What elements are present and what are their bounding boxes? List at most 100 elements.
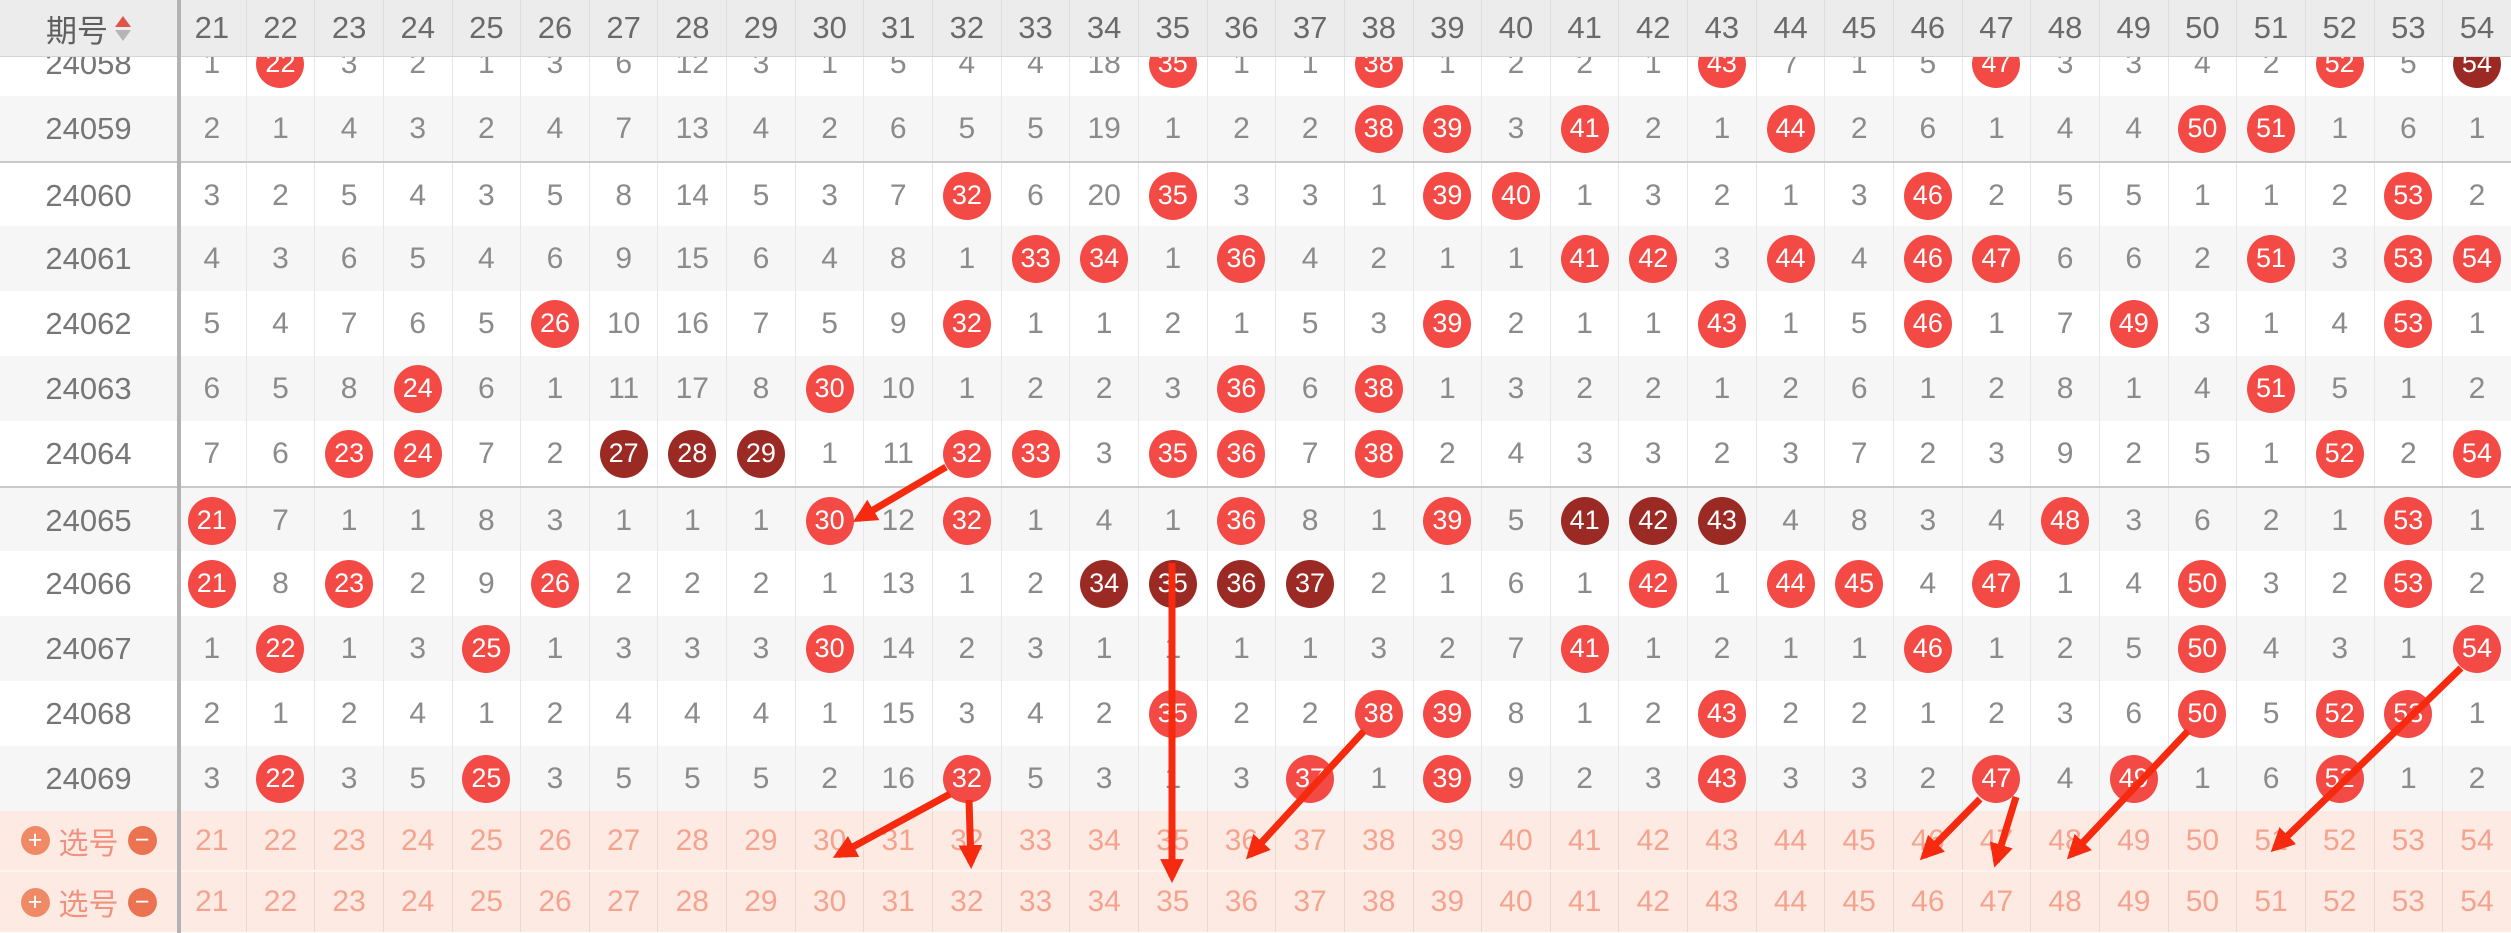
plus-icon[interactable]: + xyxy=(20,887,50,917)
picker-number[interactable]: 51 xyxy=(2236,872,2305,932)
picker-number[interactable]: 21 xyxy=(177,872,246,932)
picker-number[interactable]: 45 xyxy=(1824,811,1893,870)
number-cell: 37 xyxy=(1275,746,1344,811)
picker-number[interactable]: 47 xyxy=(1961,872,2031,932)
picker-number[interactable]: 41 xyxy=(1549,872,1619,932)
picker-number[interactable]: 28 xyxy=(657,811,726,870)
column-header: 54 xyxy=(2442,0,2511,56)
picker-number[interactable]: 30 xyxy=(794,811,864,870)
picker-number[interactable]: 21 xyxy=(177,811,246,870)
picker-number[interactable]: 22 xyxy=(245,872,315,932)
table-row: 24069 3 22 3 5 25 3 5 5 5 2 16 32 5 3 1 3 37 1 39 9 2 3 43 3 3 2 47… xyxy=(0,746,2511,811)
picker-number[interactable]: 23 xyxy=(314,872,383,932)
drawn-ball: 32 xyxy=(942,429,991,478)
picker-number[interactable]: 24 xyxy=(382,811,452,870)
picker-number[interactable]: 38 xyxy=(1343,811,1413,870)
picker-number[interactable]: 24 xyxy=(382,872,452,932)
drawn-ball: 33 xyxy=(1011,429,1060,478)
drawn-ball: 54 xyxy=(2452,234,2501,283)
omission-cell: 1 xyxy=(1755,291,1825,356)
picker-number[interactable]: 40 xyxy=(1481,811,1550,870)
picker-number[interactable]: 43 xyxy=(1687,811,1756,870)
omission-cell: 6 xyxy=(245,421,315,486)
minus-icon[interactable]: − xyxy=(127,887,157,917)
picker-number[interactable]: 25 xyxy=(451,872,521,932)
number-cell: 22 xyxy=(245,746,315,811)
picker-number[interactable]: 27 xyxy=(588,811,658,870)
picker-number[interactable]: 26 xyxy=(520,872,589,932)
picker-number[interactable]: 29 xyxy=(726,872,795,932)
issue-cell: 24066 xyxy=(45,565,132,601)
picker-number[interactable]: 34 xyxy=(1069,811,1138,870)
picker-number[interactable]: 49 xyxy=(2098,811,2168,870)
drawn-ball: 42 xyxy=(1629,234,1678,283)
omission-cell: 3 xyxy=(726,57,795,96)
number-cell: 21 xyxy=(177,551,246,616)
minus-icon[interactable]: − xyxy=(127,826,157,855)
picker-number[interactable]: 26 xyxy=(520,811,589,870)
picker-number[interactable]: 50 xyxy=(2167,811,2237,870)
picker-number[interactable]: 35 xyxy=(1137,872,1207,932)
number-cell: 40 xyxy=(1481,163,1550,228)
picker-number[interactable]: 42 xyxy=(1618,872,1687,932)
sort-icon[interactable] xyxy=(115,15,131,41)
picker-number[interactable]: 23 xyxy=(314,811,383,870)
picker-number[interactable]: 48 xyxy=(2030,872,2099,932)
picker-number[interactable]: 38 xyxy=(1343,872,1413,932)
picker-number[interactable]: 39 xyxy=(1412,811,1482,870)
picker-number[interactable]: 25 xyxy=(451,811,521,870)
column-header: 42 xyxy=(1618,0,1687,56)
picker-number[interactable]: 32 xyxy=(932,872,1001,932)
picker-number[interactable]: 28 xyxy=(657,872,726,932)
issue-header[interactable]: 期号 xyxy=(0,0,177,56)
picker-number[interactable]: 42 xyxy=(1618,811,1687,870)
picker-number[interactable]: 33 xyxy=(1000,872,1070,932)
picker-number[interactable]: 30 xyxy=(794,872,864,932)
picker-number[interactable]: 37 xyxy=(1275,872,1344,932)
picker-number[interactable]: 50 xyxy=(2167,872,2237,932)
picker-number[interactable]: 39 xyxy=(1412,872,1482,932)
picker-number[interactable]: 54 xyxy=(2442,811,2511,870)
omission-cell: 1 xyxy=(1961,291,2031,356)
picker-number[interactable]: 35 xyxy=(1137,811,1207,870)
picker-number[interactable]: 45 xyxy=(1824,872,1893,932)
picker-number[interactable]: 32 xyxy=(932,811,1001,870)
picker-number[interactable]: 53 xyxy=(2373,811,2443,870)
picker-number[interactable]: 44 xyxy=(1755,872,1825,932)
omission-cell: 5 xyxy=(657,746,726,811)
omission-cell: 10 xyxy=(588,291,658,356)
plus-icon[interactable]: + xyxy=(20,826,50,855)
omission-cell: 1 xyxy=(1824,57,1893,96)
drawn-ball: 45 xyxy=(1835,559,1884,608)
picker-number[interactable]: 31 xyxy=(863,872,932,932)
picker-number[interactable]: 22 xyxy=(245,811,315,870)
picker-number[interactable]: 31 xyxy=(863,811,932,870)
picker-number[interactable]: 44 xyxy=(1755,811,1825,870)
picker-number[interactable]: 52 xyxy=(2304,811,2374,870)
picker-number[interactable]: 51 xyxy=(2236,811,2305,870)
picker-number[interactable]: 33 xyxy=(1000,811,1070,870)
picker-number[interactable]: 54 xyxy=(2442,872,2511,932)
drawn-ball: 47 xyxy=(1972,754,2021,803)
picker-number[interactable]: 53 xyxy=(2373,872,2443,932)
picker-number[interactable]: 43 xyxy=(1687,872,1756,932)
omission-cell: 2 xyxy=(1275,96,1344,161)
picker-number[interactable]: 46 xyxy=(1893,811,1962,870)
omission-cell: 6 xyxy=(382,291,452,356)
number-cell: 41 xyxy=(1549,616,1619,681)
picker-number[interactable]: 27 xyxy=(588,872,658,932)
picker-number[interactable]: 34 xyxy=(1069,872,1138,932)
picker-number[interactable]: 36 xyxy=(1206,811,1276,870)
omission-cell: 2 xyxy=(1000,356,1070,421)
omission-cell: 8 xyxy=(1275,488,1344,553)
picker-number[interactable]: 46 xyxy=(1893,872,1962,932)
picker-number[interactable]: 47 xyxy=(1961,811,2031,870)
picker-number[interactable]: 49 xyxy=(2098,872,2168,932)
picker-number[interactable]: 36 xyxy=(1206,872,1276,932)
picker-number[interactable]: 29 xyxy=(726,811,795,870)
picker-number[interactable]: 37 xyxy=(1275,811,1344,870)
picker-number[interactable]: 52 xyxy=(2304,872,2374,932)
picker-number[interactable]: 40 xyxy=(1481,872,1550,932)
picker-number[interactable]: 41 xyxy=(1549,811,1619,870)
picker-number[interactable]: 48 xyxy=(2030,811,2099,870)
